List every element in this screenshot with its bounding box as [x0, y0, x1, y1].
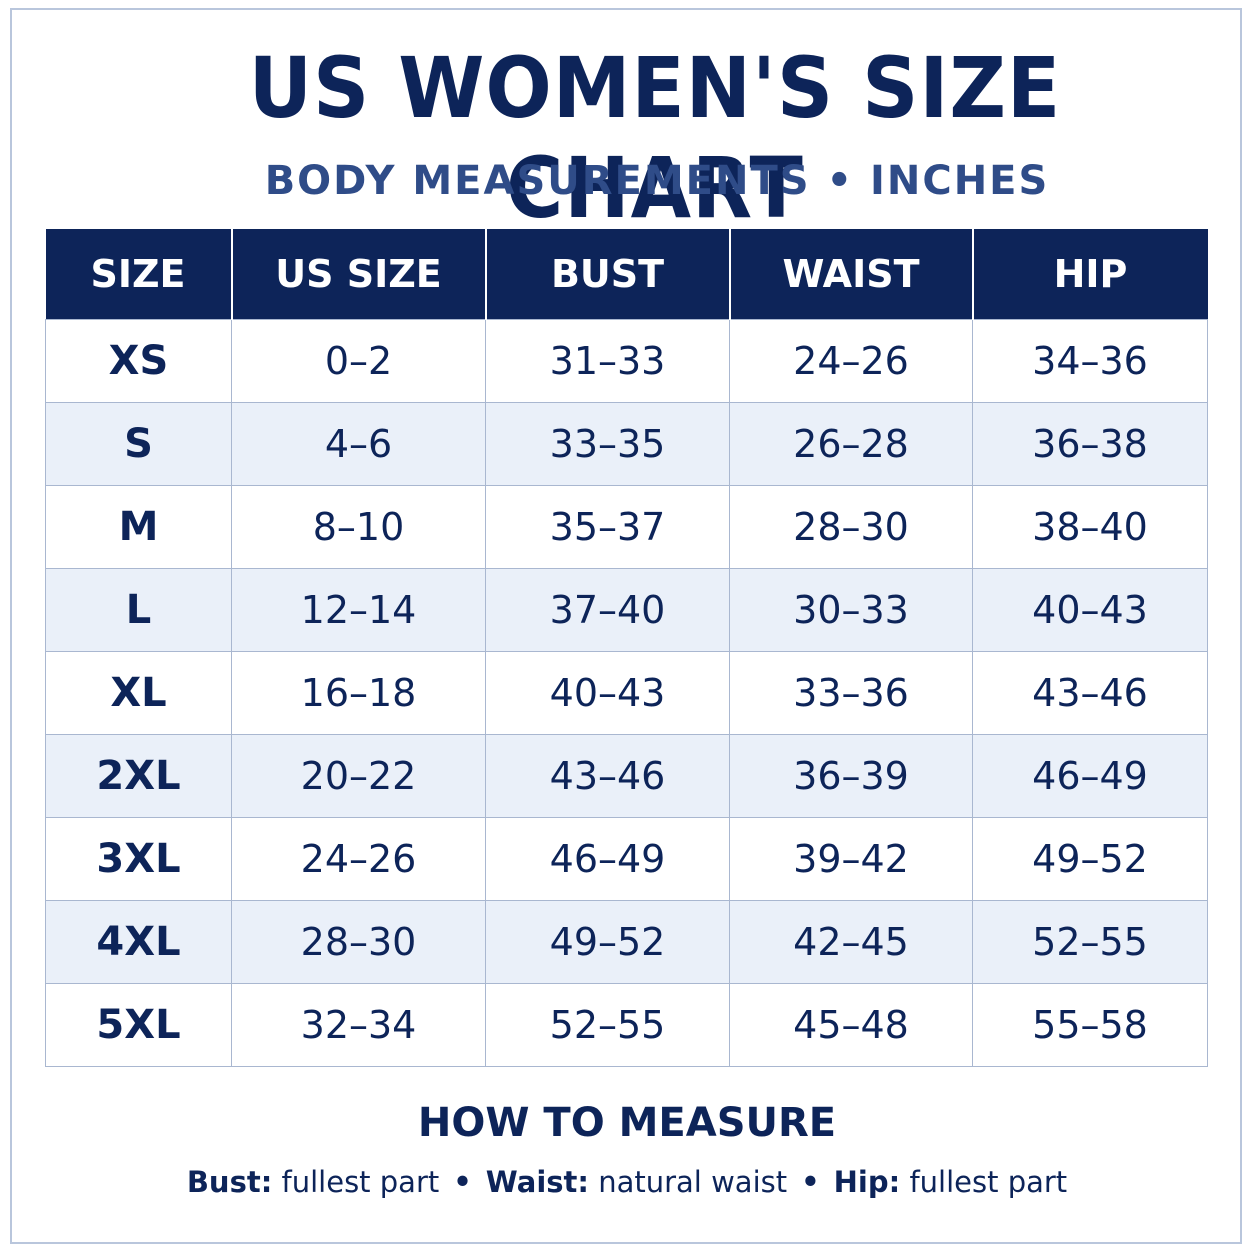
waist-cell: 42–45 [729, 900, 973, 984]
table-row: 4XL 28–30 49–52 42–45 52–55 [45, 900, 1208, 984]
bust-cell: 43–46 [485, 734, 730, 818]
waist-cell: 24–26 [729, 319, 973, 403]
bust-cell: 37–40 [485, 568, 730, 652]
us-size-cell: 8–10 [231, 485, 486, 569]
size-cell: 4XL [45, 900, 232, 984]
us-size-cell: 16–18 [231, 651, 486, 735]
us-size-cell: 20–22 [231, 734, 486, 818]
size-cell: 2XL [45, 734, 232, 818]
bust-cell: 46–49 [485, 817, 730, 901]
how-to-measure-line: Bust: fullest part • Waist: natural waist •… [0, 1160, 1254, 1204]
us-size-cell: 24–26 [231, 817, 486, 901]
bust-label: Bust: [186, 1165, 273, 1199]
table-row: XL 16–18 40–43 33–36 43–46 [45, 651, 1208, 735]
size-cell: M [45, 485, 232, 569]
how-to-measure-heading: HOW TO MEASURE [417, 1100, 837, 1146]
table-row: 3XL 24–26 46–49 39–42 49–52 [45, 817, 1208, 901]
us-size-cell: 12–14 [231, 568, 486, 652]
waist-cell: 39–42 [729, 817, 973, 901]
hip-cell: 55–58 [972, 983, 1208, 1067]
hip-cell: 40–43 [972, 568, 1208, 652]
us-size-cell: 28–30 [231, 900, 486, 984]
header-size: SIZE [45, 229, 232, 320]
hip-cell: 38–40 [972, 485, 1208, 569]
hip-cell: 46–49 [972, 734, 1208, 818]
table-row: M 8–10 35–37 28–30 38–40 [45, 485, 1208, 569]
hip-cell: 36–38 [972, 402, 1208, 486]
size-cell: XL [45, 651, 232, 735]
size-cell: 3XL [45, 817, 232, 901]
bust-cell: 49–52 [485, 900, 730, 984]
hip-text: fullest part [909, 1165, 1068, 1199]
waist-label: Waist: [485, 1165, 589, 1199]
table-row: S 4–6 33–35 26–28 36–38 [45, 402, 1208, 486]
hip-cell: 43–46 [972, 651, 1208, 735]
size-table: SIZE US SIZE BUST WAIST HIP XS 0–2 31–33… [45, 229, 1208, 1067]
us-size-cell: 32–34 [231, 983, 486, 1067]
bust-cell: 31–33 [485, 319, 730, 403]
size-cell: L [45, 568, 232, 652]
size-cell: XS [45, 319, 232, 403]
hip-cell: 49–52 [972, 817, 1208, 901]
us-size-cell: 4–6 [231, 402, 486, 486]
waist-cell: 45–48 [729, 983, 973, 1067]
header-hip: HIP [971, 229, 1208, 320]
header-us-size: US SIZE [230, 229, 486, 320]
bust-text: fullest part [281, 1165, 440, 1199]
separator-dot: • [801, 1165, 820, 1199]
waist-cell: 26–28 [729, 402, 973, 486]
hip-cell: 34–36 [972, 319, 1208, 403]
bust-cell: 52–55 [485, 983, 730, 1067]
header-waist: WAIST [728, 229, 973, 320]
waist-cell: 33–36 [729, 651, 973, 735]
size-cell: 5XL [45, 983, 232, 1067]
hip-cell: 52–55 [972, 900, 1208, 984]
hip-label: Hip: [833, 1165, 901, 1199]
table-row: 5XL 32–34 52–55 45–48 55–58 [45, 983, 1208, 1067]
page-title: US WOMEN'S SIZE CHART [248, 39, 1062, 237]
size-cell: S [45, 402, 232, 486]
waist-cell: 30–33 [729, 568, 973, 652]
table-row: XS 0–2 31–33 24–26 34–36 [45, 319, 1208, 403]
bust-cell: 40–43 [485, 651, 730, 735]
waist-cell: 28–30 [729, 485, 973, 569]
header-bust: BUST [484, 229, 730, 320]
bust-cell: 33–35 [485, 402, 730, 486]
us-size-cell: 0–2 [231, 319, 486, 403]
bust-cell: 35–37 [485, 485, 730, 569]
page-subtitle: BODY MEASUREMENTS • INCHES [264, 158, 1050, 204]
table-row: L 12–14 37–40 30–33 40–43 [45, 568, 1208, 652]
table-header-row: SIZE US SIZE BUST WAIST HIP [45, 229, 1208, 320]
separator-dot: • [453, 1165, 472, 1199]
waist-cell: 36–39 [729, 734, 973, 818]
waist-text: natural waist [598, 1165, 788, 1199]
table-row: 2XL 20–22 43–46 36–39 46–49 [45, 734, 1208, 818]
